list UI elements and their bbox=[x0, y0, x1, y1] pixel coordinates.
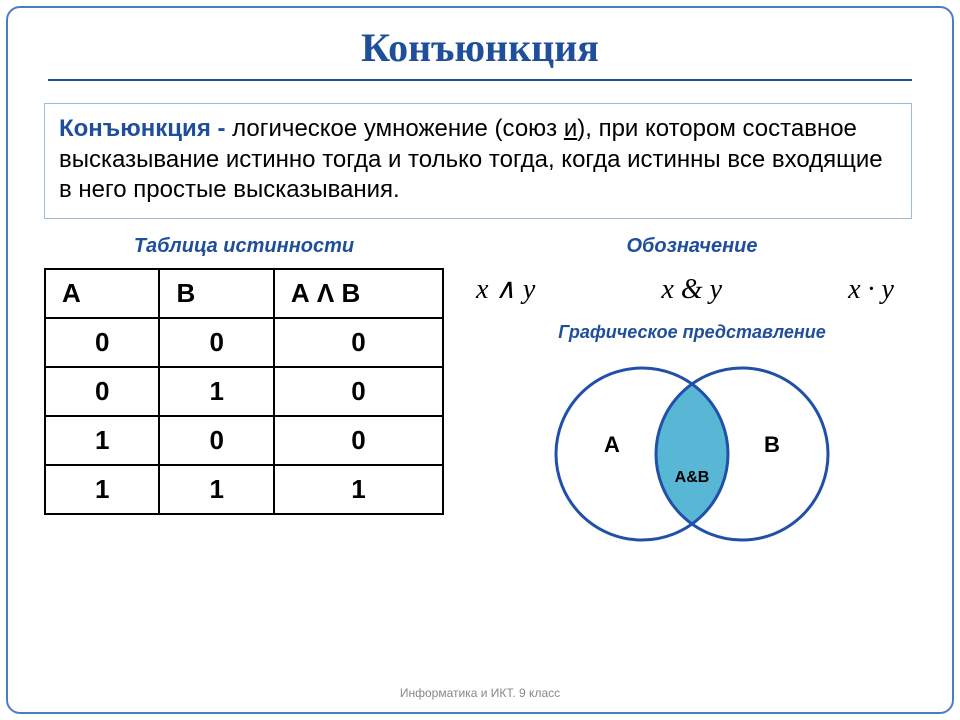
truth-col-a: А bbox=[45, 269, 159, 318]
venn-intersection bbox=[656, 384, 728, 524]
definition-box: Конъюнкция - логическое умножение (союз … bbox=[44, 103, 912, 219]
truth-col-ab: А Λ В bbox=[274, 269, 443, 318]
venn-label-b: B bbox=[764, 432, 780, 457]
truth-table: А В А Λ В 000010100111 bbox=[44, 268, 444, 515]
venn-label-center: A&B bbox=[675, 469, 710, 486]
table-cell: 0 bbox=[159, 318, 273, 367]
table-cell: 1 bbox=[45, 416, 159, 465]
table-cell: 1 bbox=[274, 465, 443, 514]
table-cell: 0 bbox=[45, 318, 159, 367]
definition-union-word: и bbox=[564, 115, 577, 142]
table-cell: 1 bbox=[159, 465, 273, 514]
table-row: 000 bbox=[45, 318, 443, 367]
truth-table-heading: Таблица истинности bbox=[44, 235, 444, 258]
table-row: 111 bbox=[45, 465, 443, 514]
table-row: 100 bbox=[45, 416, 443, 465]
truth-table-column: Таблица истинности А В А Λ В 00001010011… bbox=[44, 229, 444, 559]
table-cell: 1 bbox=[159, 367, 273, 416]
notation-dot: x · y bbox=[848, 274, 894, 306]
definition-term: Конъюнкция - bbox=[59, 115, 225, 142]
venn-label-a: A bbox=[604, 432, 620, 457]
table-cell: 0 bbox=[159, 416, 273, 465]
page-title: Конъюнкция bbox=[8, 8, 952, 71]
slide-frame: Конъюнкция Конъюнкция - логическое умнож… bbox=[6, 6, 954, 714]
venn-diagram: A B A&B bbox=[512, 349, 872, 559]
definition-body-pre: логическое умножение (союз bbox=[225, 115, 563, 142]
notation-amp: x & y bbox=[661, 274, 722, 306]
notation-row: x ∧ y x & y x · y bbox=[472, 268, 912, 306]
table-cell: 0 bbox=[274, 367, 443, 416]
notation-heading: Обозначение bbox=[472, 235, 912, 258]
table-cell: 0 bbox=[274, 318, 443, 367]
footer-text: Информатика и ИКТ. 9 класс bbox=[8, 686, 952, 700]
table-cell: 0 bbox=[45, 367, 159, 416]
right-column: Обозначение x ∧ y x & y x · y Графическо… bbox=[472, 229, 912, 559]
table-cell: 0 bbox=[274, 416, 443, 465]
graphic-heading: Графическое представление bbox=[472, 322, 912, 343]
title-rule bbox=[48, 79, 912, 81]
table-cell: 1 bbox=[45, 465, 159, 514]
truth-col-b: В bbox=[159, 269, 273, 318]
notation-wedge: x ∧ y bbox=[476, 272, 535, 306]
table-row: 010 bbox=[45, 367, 443, 416]
